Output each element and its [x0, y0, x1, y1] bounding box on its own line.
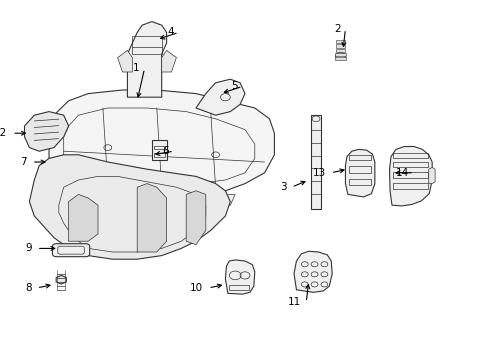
Polygon shape: [152, 140, 167, 160]
Polygon shape: [127, 22, 167, 97]
Polygon shape: [311, 115, 321, 209]
Polygon shape: [336, 44, 345, 48]
Polygon shape: [196, 79, 245, 115]
FancyBboxPatch shape: [52, 244, 90, 257]
Bar: [349, 179, 371, 185]
Text: 2: 2: [334, 24, 341, 34]
Text: 4: 4: [167, 27, 174, 37]
Text: 14: 14: [396, 168, 409, 178]
Polygon shape: [225, 260, 255, 294]
Text: 6: 6: [162, 146, 169, 156]
Polygon shape: [216, 194, 235, 205]
Bar: [393, 172, 428, 178]
Polygon shape: [294, 251, 332, 292]
Polygon shape: [56, 275, 66, 284]
Bar: [154, 146, 165, 149]
Text: 9: 9: [25, 243, 32, 253]
Polygon shape: [336, 40, 345, 43]
Polygon shape: [157, 198, 176, 209]
Polygon shape: [24, 112, 69, 151]
Text: 8: 8: [25, 283, 32, 293]
Bar: [393, 153, 428, 158]
Polygon shape: [336, 49, 345, 52]
Polygon shape: [137, 184, 167, 252]
Polygon shape: [335, 57, 346, 60]
Polygon shape: [162, 50, 176, 72]
Bar: [349, 166, 371, 173]
Polygon shape: [98, 198, 118, 209]
Text: 1: 1: [133, 63, 140, 73]
Polygon shape: [390, 147, 432, 206]
Text: 11: 11: [288, 297, 301, 307]
Polygon shape: [335, 53, 345, 56]
Polygon shape: [69, 194, 98, 241]
Text: 7: 7: [20, 157, 27, 167]
Bar: [393, 162, 428, 167]
Text: 3: 3: [280, 182, 287, 192]
Bar: [154, 153, 165, 157]
Polygon shape: [49, 90, 274, 198]
Polygon shape: [429, 167, 435, 184]
Bar: [393, 183, 428, 189]
Polygon shape: [186, 191, 206, 245]
Bar: [229, 285, 249, 290]
Polygon shape: [345, 149, 375, 197]
Polygon shape: [29, 155, 230, 259]
Text: 12: 12: [0, 128, 7, 138]
Polygon shape: [118, 50, 132, 72]
Text: 10: 10: [190, 283, 203, 293]
Text: 13: 13: [313, 168, 326, 178]
Text: 5: 5: [231, 81, 238, 91]
Bar: [349, 155, 371, 160]
